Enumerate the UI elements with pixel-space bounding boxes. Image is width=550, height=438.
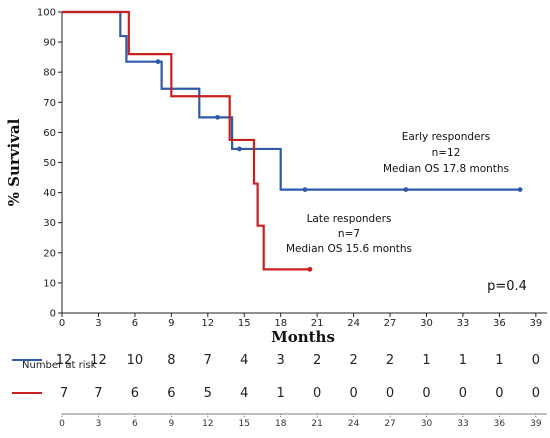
x-tick-label: 30 xyxy=(420,318,433,329)
annotation-text: Late responders xyxy=(307,213,392,225)
censor-mark-0 xyxy=(236,146,242,152)
risk-count: 6 xyxy=(167,386,175,401)
risk-count: 7 xyxy=(204,353,212,368)
risk-axis-label: 33 xyxy=(457,419,468,429)
risk-axis-label: 21 xyxy=(311,419,322,429)
risk-count: 1 xyxy=(459,353,467,368)
risk-count: 6 xyxy=(131,386,139,401)
censor-mark-0 xyxy=(517,187,523,192)
risk-count: 0 xyxy=(532,386,540,401)
annotation-text: Median OS 17.8 months xyxy=(383,163,509,175)
risk-axis-label: 39 xyxy=(530,419,542,429)
x-tick-label: 9 xyxy=(168,318,174,329)
x-tick-label: 39 xyxy=(529,318,542,329)
y-axis-label: % Survival xyxy=(5,118,23,206)
risk-count: 4 xyxy=(240,353,248,368)
risk-axis-label: 12 xyxy=(202,419,213,429)
risk-count: 1 xyxy=(495,353,503,368)
risk-count: 7 xyxy=(94,386,102,401)
y-tick-label: 90 xyxy=(43,38,56,49)
risk-count: 0 xyxy=(532,353,540,368)
censor-mark-0 xyxy=(302,187,308,192)
x-tick-label: 0 xyxy=(59,318,65,329)
annotation-text: Median OS 15.6 months xyxy=(286,243,412,255)
risk-axis-label: 24 xyxy=(348,419,360,429)
risk-axis-label: 3 xyxy=(96,419,102,429)
censor-mark-0 xyxy=(155,59,161,65)
annotation-text: Early responders xyxy=(402,131,491,143)
risk-count: 5 xyxy=(204,386,212,401)
annotation-text: n=7 xyxy=(338,228,360,240)
y-tick-label: 80 xyxy=(43,68,56,79)
x-tick-label: 12 xyxy=(201,318,214,329)
risk-table-title: Number at risk xyxy=(22,360,97,371)
risk-count: 4 xyxy=(240,386,248,401)
x-tick-label: 33 xyxy=(457,318,470,329)
x-tick-label: 15 xyxy=(238,318,251,329)
risk-axis-label: 0 xyxy=(59,419,65,429)
risk-count: 0 xyxy=(459,386,467,401)
y-tick-label: 40 xyxy=(43,188,56,199)
risk-count: 2 xyxy=(349,353,357,368)
x-tick-label: 3 xyxy=(95,318,101,329)
series-line-0 xyxy=(62,10,521,191)
x-tick-label: 27 xyxy=(384,318,397,329)
risk-count: 12 xyxy=(90,353,107,368)
risk-count: 10 xyxy=(127,353,144,368)
risk-axis-label: 27 xyxy=(384,419,395,429)
risk-count: 1 xyxy=(422,353,430,368)
y-tick-label: 100 xyxy=(37,8,56,19)
y-tick-label: 60 xyxy=(43,128,56,139)
y-tick-label: 10 xyxy=(43,278,56,289)
y-tick-label: 0 xyxy=(50,309,56,320)
annotation-text: p=0.4 xyxy=(487,279,527,294)
y-tick-label: 50 xyxy=(43,158,56,169)
censor-mark-0 xyxy=(403,187,409,192)
risk-axis-label: 30 xyxy=(421,419,433,429)
risk-axis-label: 6 xyxy=(132,419,138,429)
risk-axis-label: 15 xyxy=(239,419,250,429)
y-tick-label: 70 xyxy=(43,98,56,109)
censor-mark-1 xyxy=(307,266,313,272)
x-tick-label: 18 xyxy=(274,318,287,329)
risk-count: 3 xyxy=(277,353,285,368)
y-tick-label: 20 xyxy=(43,248,56,259)
risk-count: 2 xyxy=(313,353,321,368)
risk-axis-label: 36 xyxy=(494,419,506,429)
risk-count: 0 xyxy=(386,386,394,401)
x-tick-label: 36 xyxy=(493,318,506,329)
risk-axis-label: 18 xyxy=(275,419,287,429)
risk-count: 1 xyxy=(277,386,285,401)
risk-count: 8 xyxy=(167,353,175,368)
series-line-1 xyxy=(62,10,310,271)
risk-count: 0 xyxy=(422,386,430,401)
x-axis-label: Months xyxy=(271,328,335,346)
risk-count: 2 xyxy=(386,353,394,368)
x-tick-label: 24 xyxy=(347,318,360,329)
annotation-text: n=12 xyxy=(432,147,461,159)
y-tick-label: 30 xyxy=(43,218,56,229)
risk-count: 0 xyxy=(349,386,357,401)
censor-mark-0 xyxy=(215,114,220,120)
x-tick-label: 21 xyxy=(311,318,324,329)
x-tick-label: 6 xyxy=(132,318,138,329)
risk-count: 7 xyxy=(60,386,68,401)
risk-count: 0 xyxy=(495,386,503,401)
risk-axis-label: 9 xyxy=(168,419,174,429)
risk-count: 12 xyxy=(56,353,73,368)
risk-count: 0 xyxy=(313,386,321,401)
